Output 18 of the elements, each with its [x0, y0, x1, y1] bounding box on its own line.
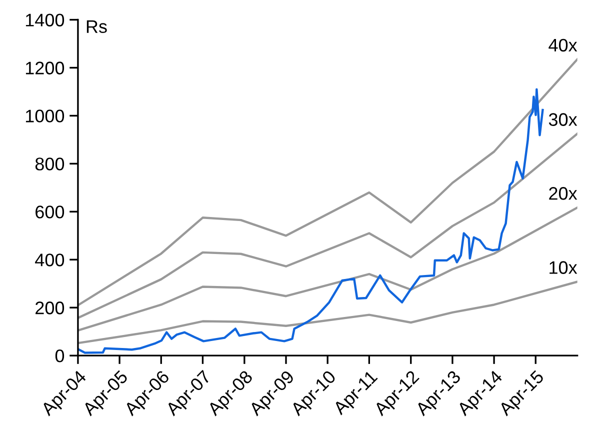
series-label: 40x	[548, 38, 578, 52]
line-series	[78, 132, 578, 320]
y-tick-label: 1000	[26, 110, 64, 122]
series-label: 30x	[548, 113, 578, 126]
series-label: 10x	[550, 261, 578, 274]
line-series	[78, 88, 544, 354]
y-tick-label: 0	[55, 350, 64, 362]
line-series	[78, 58, 578, 306]
y-tick-label: 1200	[26, 62, 64, 74]
line-series	[78, 206, 578, 332]
y-tick-label: 800	[35, 158, 64, 170]
y-tick-label: 400	[35, 254, 64, 266]
y-axis-title: Rs	[86, 20, 107, 34]
y-tick-label: 1400	[26, 14, 64, 26]
y-tick-label: 600	[36, 206, 64, 218]
series-label: 20x	[549, 187, 578, 200]
line-series	[78, 280, 578, 344]
y-tick-label: 200	[36, 302, 64, 314]
